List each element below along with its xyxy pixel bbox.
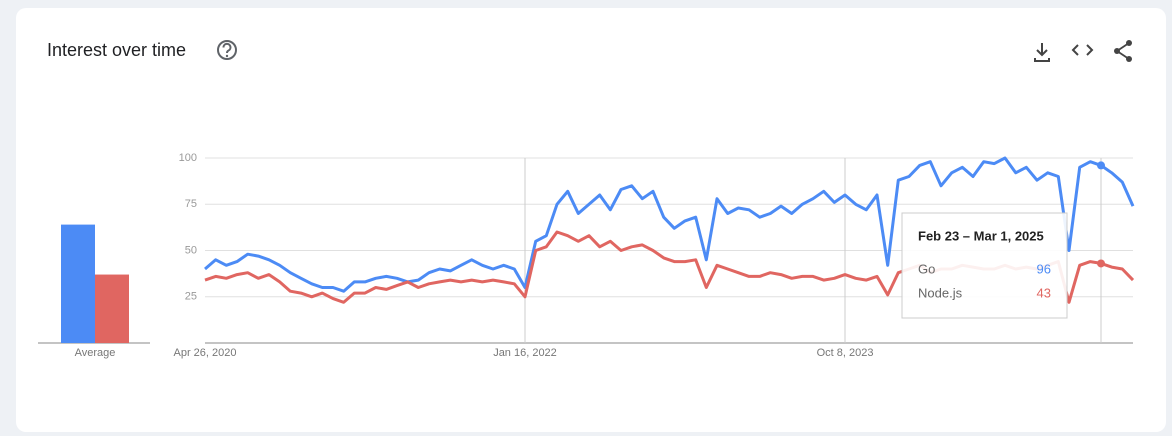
- tooltip-value: 43: [1037, 285, 1051, 300]
- average-label: Average: [75, 347, 116, 359]
- tooltip-title: Feb 23 – Mar 1, 2025: [918, 228, 1044, 243]
- x-tick-label: Jan 16, 2022: [493, 347, 557, 359]
- hover-dot: [1097, 259, 1105, 268]
- y-tick-label: 25: [185, 291, 197, 303]
- y-tick-label: 75: [185, 198, 197, 210]
- tooltip: Feb 23 – Mar 1, 2025 Go 96 Node.js 43: [901, 212, 1068, 319]
- share-icon[interactable]: [1114, 40, 1132, 62]
- tooltip-name: Go: [918, 261, 935, 276]
- series-line: [204, 156, 1135, 293]
- embed-icon[interactable]: [1071, 44, 1094, 56]
- y-tick-label: 50: [185, 244, 197, 256]
- tooltip-name: Node.js: [918, 285, 963, 300]
- download-icon[interactable]: [1034, 43, 1050, 62]
- help-icon[interactable]: [217, 40, 237, 60]
- average-bar: [95, 274, 129, 343]
- card-title: Interest over time: [47, 40, 186, 60]
- x-tick-label: Apr 26, 2020: [174, 347, 237, 359]
- average-bar: [61, 224, 95, 343]
- hover-dot: [1097, 161, 1105, 170]
- tooltip-box: [901, 212, 1068, 319]
- tooltip-value: 96: [1037, 261, 1051, 276]
- y-tick-label: 100: [179, 152, 197, 164]
- x-tick-label: Oct 8, 2023: [817, 347, 874, 359]
